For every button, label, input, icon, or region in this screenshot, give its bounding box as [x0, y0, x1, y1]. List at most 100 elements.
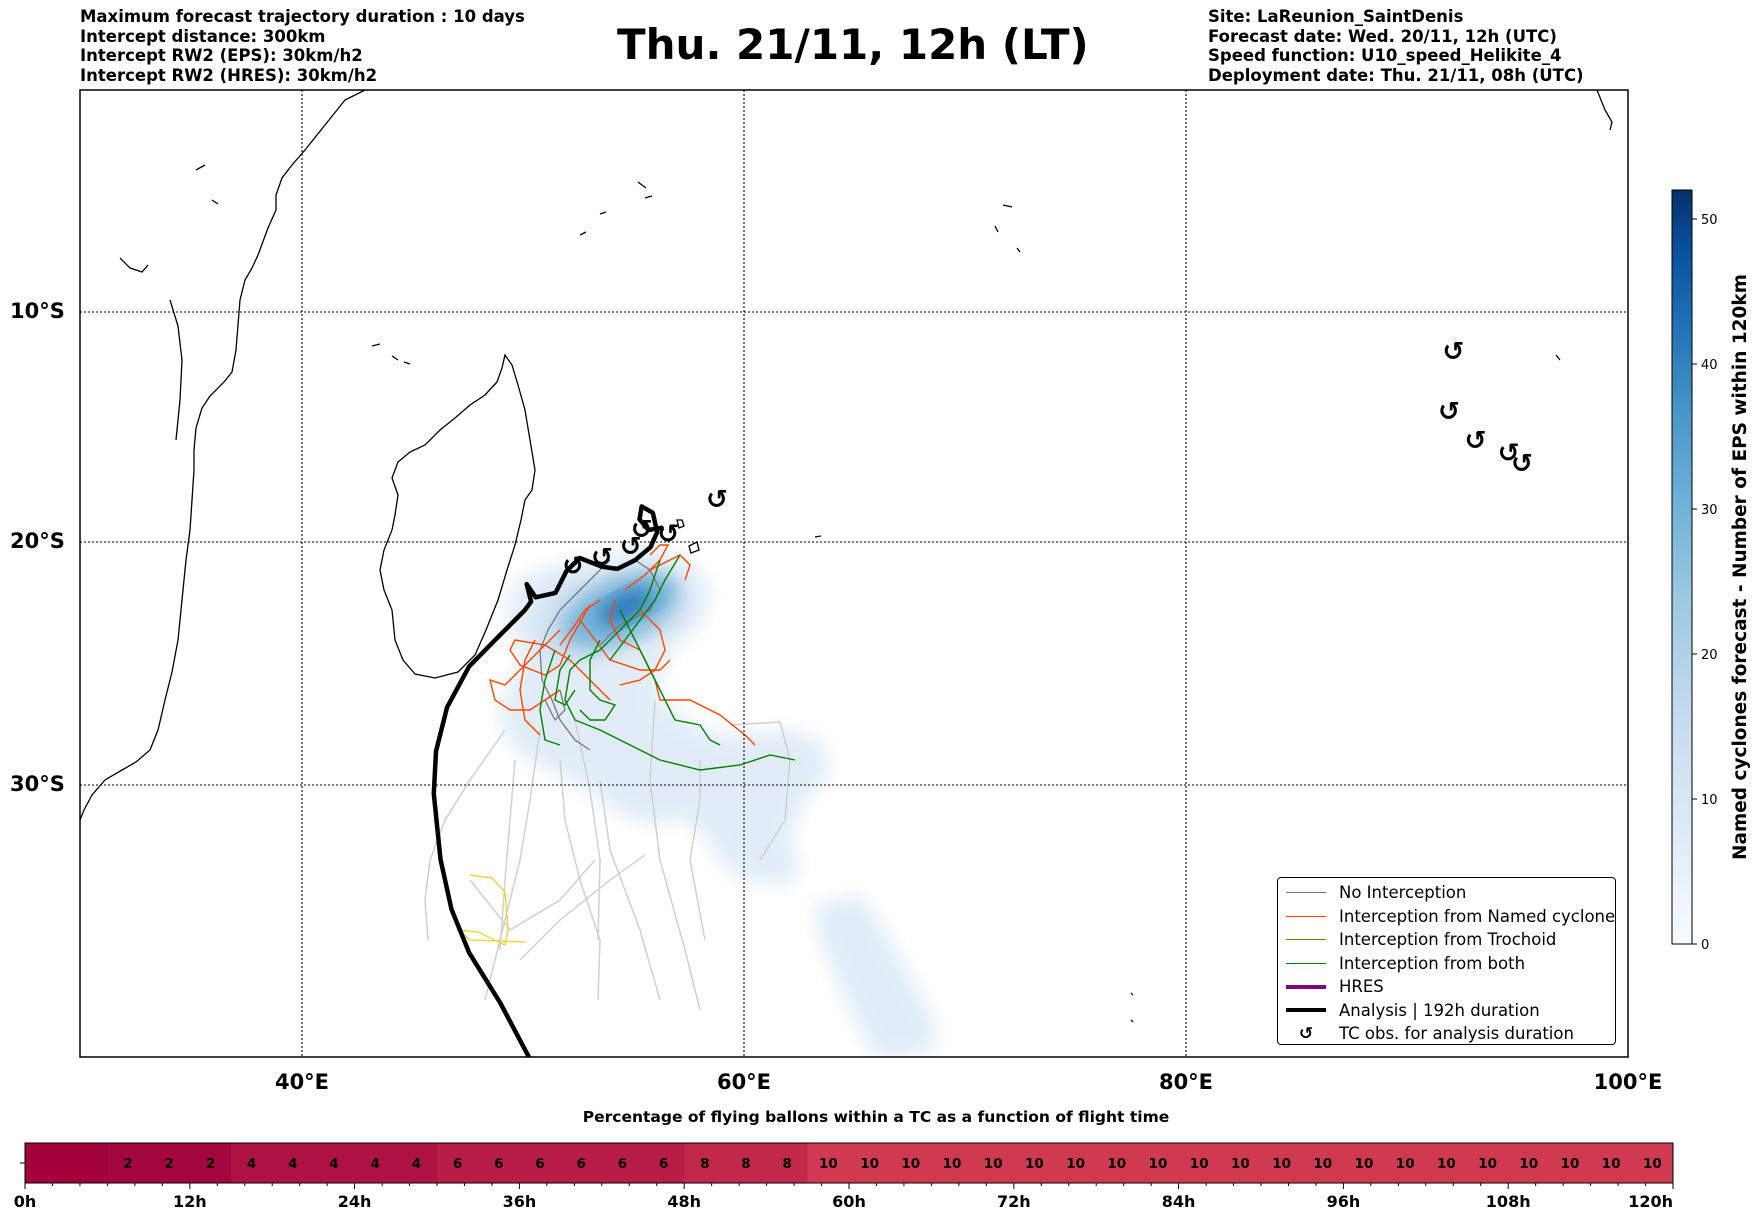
site-parameters: Site: LaReunion_SaintDenis Forecast date… [1208, 7, 1584, 85]
timeline-cell [107, 1143, 150, 1183]
mauritius [688, 541, 700, 554]
timeline-tick-label: 60h [832, 1192, 866, 1211]
colorbar-tick-label: 20 [1701, 648, 1718, 663]
tc-obs-marker: ↺ [562, 552, 584, 582]
timeline-cell-value: 10 [860, 1156, 879, 1172]
trajectory-line [564, 559, 796, 771]
seychelles [579, 181, 653, 236]
timeline-cell-value: 6 [576, 1156, 585, 1172]
trajectory-line [544, 689, 566, 722]
legend-label: Interception from Trochoid [1339, 930, 1557, 950]
timeline-cell-value: 4 [247, 1156, 256, 1172]
timeline-cell-value: 10 [1190, 1156, 1209, 1172]
timeline-cell [807, 1143, 850, 1183]
timeline-cell [478, 1143, 520, 1183]
timeline-cell [972, 1143, 1015, 1183]
timeline-cell-value: 10 [1066, 1156, 1085, 1172]
legend-tc-obs: ↺ TC obs. for analysis duration [1286, 1022, 1615, 1046]
chagos [994, 204, 1021, 253]
timeline-cell-value: 10 [1313, 1156, 1332, 1172]
timeline-cell [725, 1143, 768, 1183]
yellow-trajectory [455, 874, 526, 947]
no-interception-tracks [424, 699, 791, 1011]
lat-label-30s: 30°S [10, 772, 65, 796]
timeline-cell-value: 2 [164, 1156, 173, 1172]
trajectory-line [649, 699, 701, 1011]
timeline-cell [1055, 1143, 1097, 1183]
timeline-cell-value: 10 [1272, 1156, 1291, 1172]
timeline-cell [25, 1143, 67, 1183]
trajectory-line [554, 654, 576, 706]
timeline-cell [684, 1143, 726, 1183]
legend-label: No Interception [1339, 883, 1467, 903]
madagascar-coast [379, 353, 536, 679]
timeline-cell [189, 1143, 232, 1183]
timeline-cell-value: 4 [412, 1156, 421, 1172]
legend-hres: HRES [1286, 975, 1615, 999]
deployment-date-text: Deployment date: Thu. 21/11, 08h (UTC) [1208, 65, 1584, 85]
tc-obs-marker: ↺ [631, 515, 653, 545]
trajectory-line [599, 779, 661, 1001]
legend-line-purple [1286, 984, 1326, 989]
timeline-cell-value: 10 [901, 1156, 920, 1172]
timeline-tick-label: 96h [1327, 1192, 1361, 1211]
tc-obs-marker: ↺ [1442, 337, 1464, 367]
legend-line-black [1286, 1008, 1326, 1013]
timeline-tick-label: 48h [667, 1192, 701, 1211]
intercept-distance-text: Intercept distance: 300km [80, 26, 326, 46]
trajectory-line [509, 604, 611, 701]
timeline-cell [849, 1143, 891, 1183]
tc-obs-icon: ↺ [1298, 1023, 1314, 1044]
lat-label-10s: 10°S [10, 299, 65, 323]
timeline-tick-label: 108h [1486, 1192, 1531, 1211]
tc-obs-marker: ↺ [1465, 426, 1487, 456]
trajectories [424, 504, 796, 1057]
timeline-cell-value: 4 [329, 1156, 338, 1172]
timeline-cell [1590, 1143, 1633, 1183]
timeline-cells: 2 2 2 4 4 4 4 4 6 6 6 6 6 6 8 8 8 10 10 10 10 10 10 10 10 10 10 10 1… [25, 1143, 1674, 1183]
tc-obs-marker: ↺ [1498, 439, 1520, 469]
tc-obs-marker: ↺ [620, 532, 642, 562]
trajectory-line [519, 854, 646, 961]
trajectory-line [559, 759, 601, 1001]
timeline-ticks: 0h 12h 24h 36h 48h 60h 72h 84h 96h 108h 120h [14, 1183, 1674, 1211]
timeline-cell [1219, 1143, 1262, 1183]
timeline-cell-value: 10 [1602, 1156, 1621, 1172]
timeline-cell-value: 10 [1643, 1156, 1662, 1172]
page-title: Thu. 21/11, 12h (LT) [617, 20, 1089, 69]
timeline-cell [1261, 1143, 1303, 1183]
timeline-cell [1096, 1143, 1138, 1183]
zanzibar [119, 164, 219, 273]
timeline-cell-value: 2 [206, 1156, 215, 1172]
lon-label-40e: 40°E [275, 1070, 329, 1094]
timeline-cell [643, 1143, 685, 1183]
timeline-cell-value: 8 [741, 1156, 750, 1172]
site-text: Site: LaReunion_SaintDenis [1208, 7, 1464, 26]
timeline-cell [395, 1143, 438, 1183]
timeline-tick-label: 72h [997, 1192, 1031, 1211]
timeline-cell [1384, 1143, 1427, 1183]
trajectory-line [609, 554, 681, 661]
legend-analysis: Analysis | 192h duration [1286, 999, 1615, 1023]
intercept-hres-text: Intercept RW2 (HRES): 30km/h2 [80, 65, 378, 85]
timeline-cell [601, 1143, 644, 1183]
trajectory-line [624, 544, 670, 591]
legend-label: HRES [1339, 977, 1384, 997]
axis-labels: 10°S 20°S 30°S 40°E 60°E 80°E 100°E [10, 299, 1662, 1094]
lon-label-60e: 60°E [717, 1070, 771, 1094]
map-legend: No Interception Interception from Named … [1277, 877, 1616, 1045]
timeline-tick-label: 120h [1628, 1192, 1673, 1211]
colorbar-tick-label: 40 [1701, 358, 1718, 373]
timeline-tick-label: 24h [338, 1192, 372, 1211]
timeline-cell [148, 1143, 191, 1183]
timeline-cell [272, 1143, 314, 1183]
trajectory-line [469, 859, 596, 931]
timeline-cell-value: 10 [819, 1156, 838, 1172]
timeline-cell-value: 4 [288, 1156, 297, 1172]
timeline-cell-value: 10 [1519, 1156, 1538, 1172]
tc-obs-marker: ↺ [1511, 449, 1533, 479]
trajectory-line [539, 649, 561, 746]
timeline-cell-value: 10 [1355, 1156, 1374, 1172]
timeline-tick-label: 0h [14, 1192, 37, 1211]
tc-obs-marker: ↺ [657, 519, 679, 549]
